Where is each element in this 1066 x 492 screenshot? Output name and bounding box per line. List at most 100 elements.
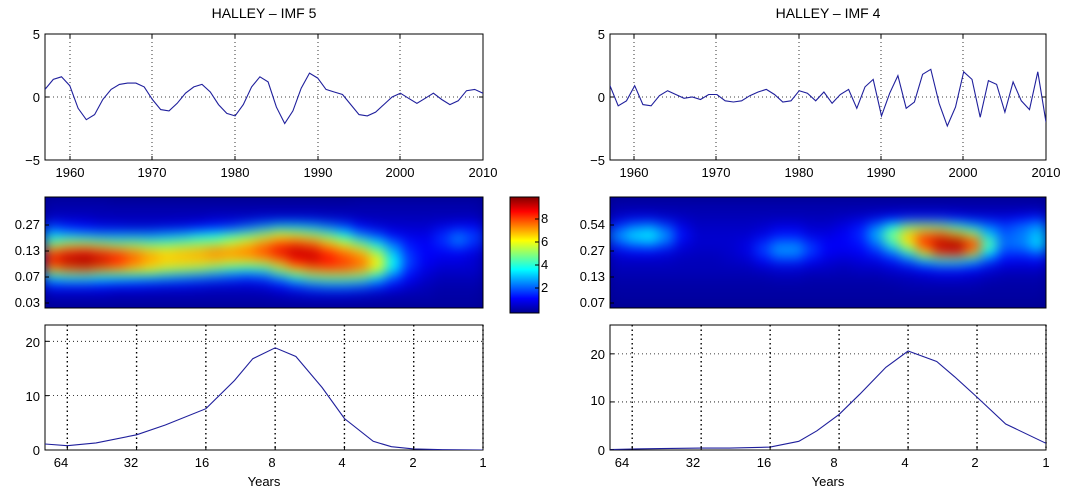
heatmap-cell	[239, 264, 257, 275]
heatmap-cell	[916, 281, 934, 292]
heatmap-cell	[787, 222, 805, 232]
heatmap-cell	[980, 264, 998, 275]
heatmap-cell	[417, 213, 435, 224]
heatmap-cell	[385, 239, 403, 249]
heatmap-cell	[867, 256, 885, 266]
heatmap-cell	[368, 247, 387, 258]
imf4-ytick-neg5: −5	[590, 153, 605, 168]
heatmap-cell	[867, 273, 885, 283]
heatmap-cell	[980, 222, 998, 232]
heatmap-cell	[141, 205, 159, 215]
heatmap-cell	[352, 256, 370, 266]
heatmap-cell	[980, 239, 998, 249]
heatmap-cell	[141, 299, 159, 308]
heatmap-cell	[352, 273, 370, 283]
heatmap-cell	[141, 222, 159, 232]
heatmap-cell	[320, 264, 338, 275]
heatmap-cell	[900, 256, 918, 266]
heatmap-cell	[287, 247, 305, 258]
colorbar-tick-6: 6	[541, 234, 548, 249]
heatmap-cell	[657, 264, 675, 275]
heatmap-cell	[45, 222, 62, 232]
heatmap-cell	[754, 247, 772, 258]
heatmap-cell	[641, 281, 659, 292]
heatmap-cell	[1029, 256, 1046, 266]
heatmap-cell	[76, 213, 95, 224]
heatmap-cell	[900, 273, 918, 283]
heatmap-cell	[771, 239, 789, 249]
heatmap-cell	[60, 230, 78, 241]
heatmap-cell	[657, 273, 675, 283]
heatmap-cell	[368, 213, 387, 224]
heatmap-cell	[964, 273, 982, 283]
heatmap-cell	[158, 205, 176, 215]
heatmap-cell	[368, 299, 387, 308]
heatmap-cell	[964, 290, 982, 300]
heatmap-cell	[948, 239, 966, 249]
heatmap-cell	[385, 230, 403, 241]
heatmap-cell	[336, 256, 354, 266]
heatmap-cell	[641, 230, 659, 241]
heatmap-cell	[625, 281, 643, 292]
heatmap-cell	[771, 205, 789, 215]
heatmap-cell	[222, 281, 241, 292]
heatmap-cell	[641, 239, 659, 249]
heatmap-cell	[867, 197, 885, 206]
colorbar-tick-8: 8	[541, 211, 548, 226]
heatmap-cell	[222, 205, 241, 215]
heatmap-cell	[385, 273, 403, 283]
heatmap-cell	[867, 239, 885, 249]
colorbar: 8 6 4 2	[509, 196, 548, 314]
heatmap-cell	[206, 281, 224, 292]
imf4-spectrum-xtick-8: 8	[830, 455, 837, 470]
heatmap-cell	[60, 222, 78, 232]
imf5-spectrum-panel: 20 10 0 64 32 16 8 4 2 1 Years	[26, 324, 487, 489]
heatmap-cell	[674, 299, 692, 308]
heatmap-cell	[255, 247, 273, 258]
heatmap-cell	[738, 273, 756, 283]
heatmap-cell	[125, 299, 143, 308]
heatmap-cell	[93, 222, 111, 232]
heatmap-cell	[657, 299, 675, 308]
heatmap-cell	[835, 230, 853, 241]
imf5-ytick-0: 0	[33, 90, 40, 105]
imf4-xtick-1990: 1990	[867, 165, 896, 180]
heatmap-cell	[851, 281, 869, 292]
heatmap-cell	[206, 205, 224, 215]
imf4-wavelet-ytick-054: 0.54	[580, 217, 605, 232]
heatmap-cell	[93, 290, 111, 300]
heatmap-cell	[754, 273, 772, 283]
imf5-spectrum-ytick-20: 20	[26, 335, 40, 350]
heatmap-cell	[867, 205, 885, 215]
imf5-xtick-2010: 2010	[469, 165, 498, 180]
heatmap-cell	[641, 273, 659, 283]
heatmap-cell	[674, 230, 692, 241]
heatmap-cell	[174, 239, 192, 249]
heatmap-cell	[336, 197, 354, 206]
heatmap-cell	[674, 256, 692, 266]
heatmap-cell	[674, 197, 692, 206]
heatmap-cell	[466, 205, 483, 215]
heatmap-cell	[255, 290, 273, 300]
heatmap-cell	[141, 230, 159, 241]
heatmap-cell	[158, 213, 176, 224]
heatmap-cell	[1013, 264, 1031, 275]
heatmap-cell	[819, 256, 837, 266]
heatmap-cell	[803, 247, 821, 258]
heatmap-cell	[884, 197, 902, 206]
heatmap-cell	[109, 247, 127, 258]
heatmap-cell	[304, 299, 322, 308]
heatmap-cell	[271, 273, 289, 283]
heatmap-cell	[352, 247, 370, 258]
heatmap-cell	[980, 281, 998, 292]
chart-title-right: HALLEY – IMF 4	[776, 5, 881, 21]
heatmap-cell	[674, 247, 692, 258]
heatmap-cell	[771, 264, 789, 275]
heatmap-cell	[835, 197, 853, 206]
heatmap-cell	[141, 264, 159, 275]
heatmap-cell	[271, 264, 289, 275]
heatmap-cell	[433, 256, 451, 266]
heatmap-cell	[174, 247, 192, 258]
heatmap-cell	[255, 213, 273, 224]
heatmap-cell	[271, 299, 289, 308]
